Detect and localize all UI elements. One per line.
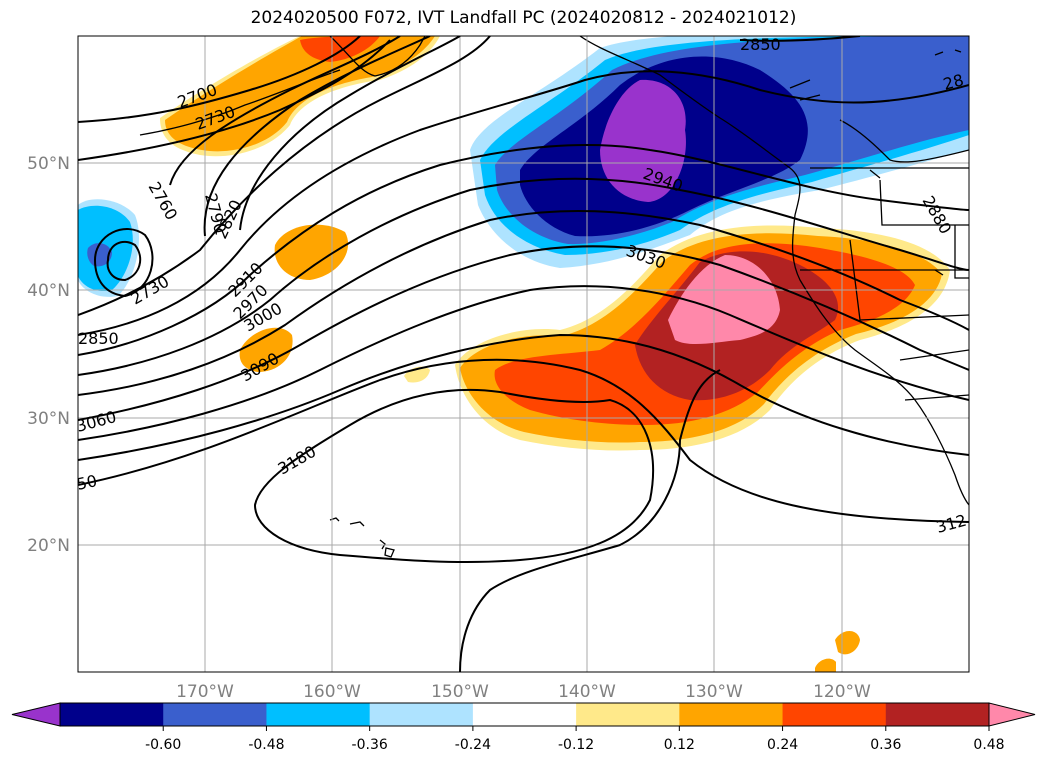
lon-label-120w: 120°W	[813, 682, 871, 702]
colorbar: -0.60 -0.48 -0.36 -0.24 -0.12 0.12 0.24 0.36 0.4…	[11, 702, 1036, 753]
colorbar-tick-label: 0.24	[767, 737, 798, 753]
colorbar-bin	[163, 703, 267, 726]
contour-label: 50	[75, 471, 99, 494]
colorbar-frame	[59, 702, 990, 727]
colorbar-tick-label: 0.36	[870, 737, 901, 753]
map-title: 2024020500 F072, IVT Landfall PC (202402…	[250, 8, 797, 28]
colorbar-tick-label: 0.48	[973, 737, 1004, 753]
contour-label: 28	[941, 70, 966, 94]
graticule	[78, 36, 969, 672]
map-panel: 2700 2730 2760 2790 2820 2730 2850 2910 …	[75, 35, 969, 672]
coastlines	[139, 36, 969, 558]
lon-label-130w: 130°W	[685, 682, 743, 702]
lat-label-30n: 30°N	[27, 409, 70, 429]
colorbar-bin	[266, 703, 371, 726]
colorbar-tick-label: -0.60	[145, 737, 181, 753]
colorbar-tick-label: -0.36	[352, 737, 388, 753]
lon-label-170w: 170°W	[176, 682, 234, 702]
lon-label-160w: 160°W	[303, 682, 361, 702]
contour-label: 2850	[740, 35, 781, 54]
colorbar-extend-min	[11, 702, 61, 727]
height-contours	[78, 36, 969, 672]
colorbar-bin	[369, 703, 474, 726]
map-frame	[77, 35, 970, 673]
colorbar-tick-label: 0.12	[664, 737, 695, 753]
colorbar-bin	[472, 703, 577, 726]
colorbar-bin	[576, 703, 680, 726]
colorbar-extend-max	[988, 702, 1036, 727]
colorbar-tick-label: -0.24	[455, 737, 491, 753]
lat-label-50n: 50°N	[27, 154, 70, 174]
colorbar-tick-label: -0.12	[558, 737, 594, 753]
lon-label-140w: 140°W	[558, 682, 616, 702]
lon-label-150w: 150°W	[431, 682, 489, 702]
longitude-labels: 170°W 160°W 150°W 140°W 130°W 120°W	[176, 682, 871, 702]
contour-label: 2850	[78, 329, 119, 348]
colorbar-bin	[60, 703, 164, 726]
colorbar-bin	[885, 703, 990, 726]
colorbar-bin	[782, 703, 887, 726]
lat-label-40n: 40°N	[27, 281, 70, 301]
lat-label-20n: 20°N	[27, 536, 70, 556]
colorbar-tick-label: -0.48	[248, 737, 284, 753]
negative-anomaly-shading	[78, 36, 969, 297]
latitude-labels: 50°N 40°N 30°N 20°N	[27, 154, 70, 556]
colorbar-bin	[679, 703, 784, 726]
